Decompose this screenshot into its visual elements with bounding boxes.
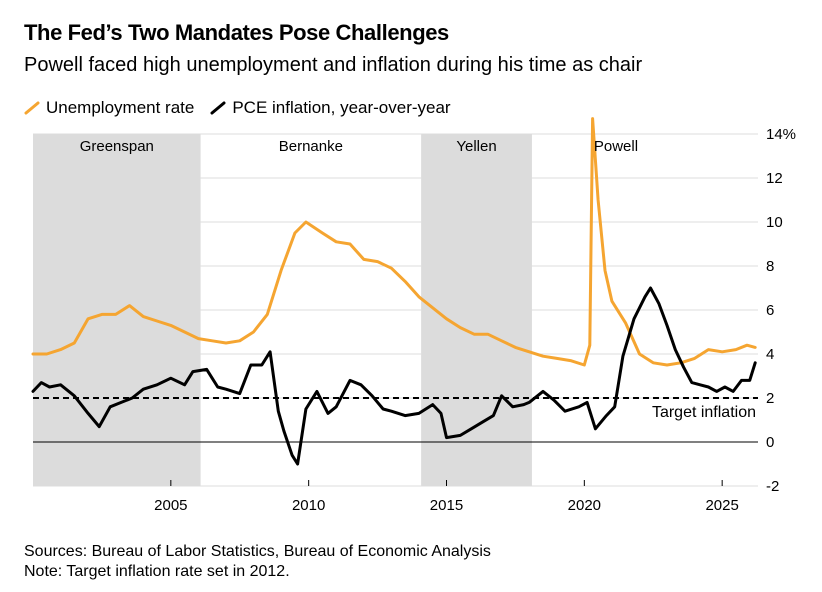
y-tick-label: 14% (766, 126, 796, 143)
legend-label-inflation: PCE inflation, year-over-year (232, 98, 451, 117)
legend-item-unemployment: Unemployment rate (24, 98, 194, 118)
chair-label-powell: Powell (594, 138, 638, 155)
legend-item-inflation: PCE inflation, year-over-year (210, 98, 451, 118)
chair-label-yellen: Yellen (456, 138, 496, 155)
y-tick-label: -2 (766, 478, 779, 495)
x-tick-label: 2015 (430, 497, 463, 514)
y-tick-label: 4 (766, 346, 774, 363)
chart-labels: Greenspan Bernanke Yellen Powell -2 0 2 4 6 8 10 12… (80, 126, 796, 514)
legend: Unemployment rate PCE inflation, year-ov… (24, 98, 467, 118)
y-tick-label: 6 (766, 302, 774, 319)
y-tick-label: 2 (766, 390, 774, 407)
x-tick-label: 2005 (154, 497, 187, 514)
x-tick-label: 2025 (705, 497, 738, 514)
legend-swatch-inflation-icon (210, 101, 226, 115)
legend-swatch-unemployment-icon (24, 101, 40, 115)
legend-label-unemployment: Unemployment rate (46, 98, 195, 117)
footer: Sources: Bureau of Labor Statistics, Bur… (24, 542, 491, 582)
x-tick-label: 2020 (568, 497, 601, 514)
series-lines (31, 117, 757, 466)
target-inflation-label: Target inflation (652, 404, 756, 421)
unemployment-rate-line (31, 117, 757, 367)
y-tick-label: 12 (766, 170, 783, 187)
pce-inflation-line (31, 286, 757, 466)
chart-title: The Fed’s Two Mandates Pose Challenges (24, 20, 449, 45)
x-tick-label: 2010 (292, 497, 325, 514)
sources-note: Sources: Bureau of Labor Statistics, Bur… (24, 543, 491, 560)
chart-subtitle: Powell faced high unemployment and infla… (24, 54, 643, 76)
chair-label-greenspan: Greenspan (80, 138, 154, 155)
y-tick-label: 0 (766, 434, 774, 451)
target-note: Note: Target inflation rate set in 2012. (24, 563, 290, 580)
y-tick-label: 10 (766, 214, 783, 231)
chair-label-bernanke: Bernanke (279, 138, 343, 155)
y-tick-label: 8 (766, 258, 774, 275)
